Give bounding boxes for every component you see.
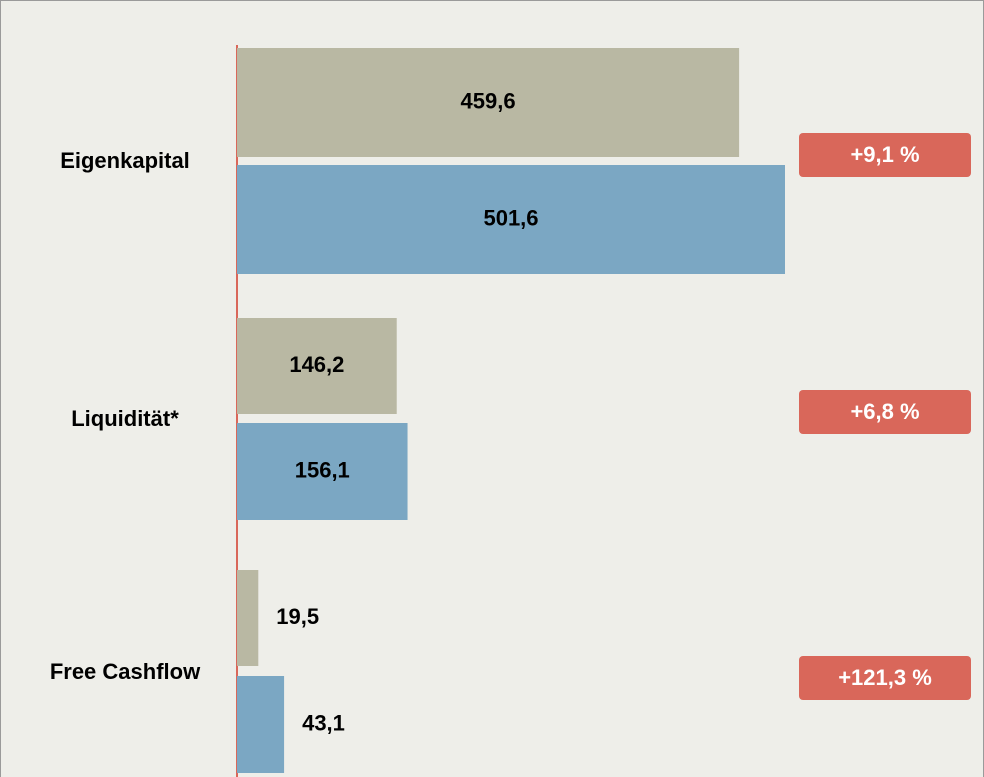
bar: [237, 570, 259, 666]
value-label: 43,1: [302, 710, 345, 735]
value-label: 156,1: [295, 457, 350, 482]
change-label: +6,8 %: [850, 399, 919, 424]
change-badge: [799, 390, 971, 434]
category-label: Free Cashflow: [49, 658, 201, 684]
change-badge: [799, 656, 971, 700]
bar: [237, 676, 285, 773]
change-badge: [799, 133, 971, 177]
change-label: +9,1 %: [850, 142, 919, 167]
value-label: 19,5: [276, 604, 319, 629]
value-label: 146,2: [289, 352, 344, 377]
category-label: Eigenkapital: [60, 148, 190, 173]
bar: [237, 318, 397, 414]
value-label: 459,6: [461, 88, 516, 113]
category-label: Liquidität*: [71, 406, 179, 431]
bar: [237, 423, 408, 520]
change-label: +121,3 %: [838, 665, 932, 690]
bar: [237, 48, 740, 157]
bar: [237, 165, 785, 274]
value-label: 501,6: [483, 205, 538, 230]
